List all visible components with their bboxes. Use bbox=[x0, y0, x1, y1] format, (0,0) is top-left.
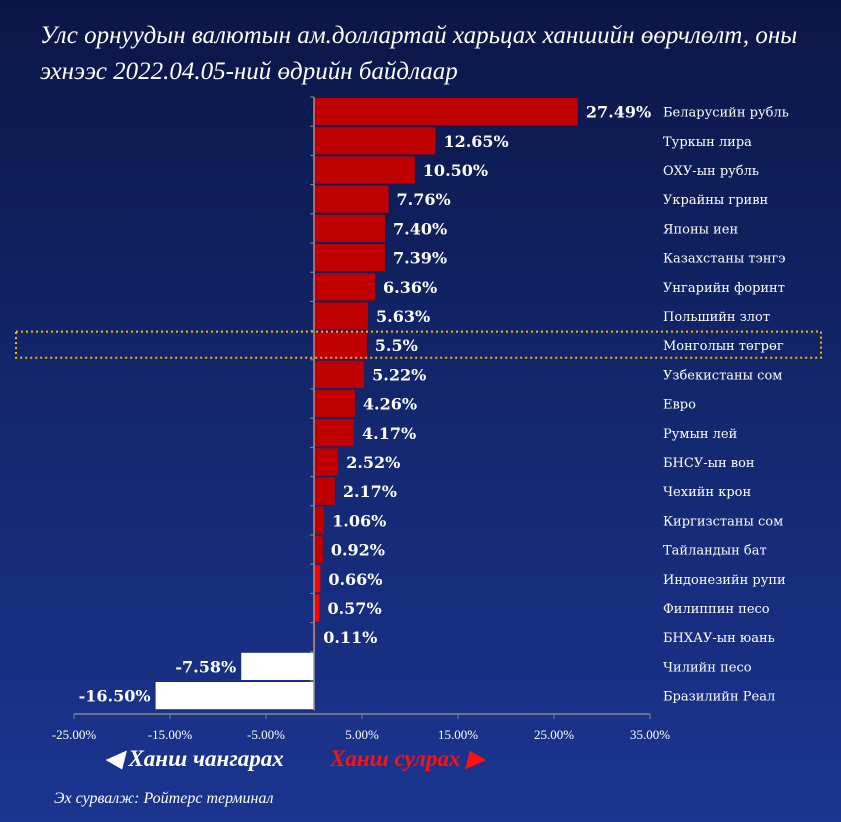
category-label: Узбекистаны сом bbox=[663, 368, 782, 383]
right-triangle-icon: ▶ bbox=[466, 746, 484, 771]
data-label: 7.40% bbox=[393, 219, 447, 238]
category-label: ОХУ-ын рубль bbox=[663, 164, 759, 179]
category-label: Украйны гривн bbox=[663, 193, 768, 208]
category-label: БНХАУ-ын юань bbox=[663, 631, 775, 646]
bar bbox=[314, 331, 367, 359]
legend-decrease-label: Ханш чангарах bbox=[128, 746, 284, 771]
legend-decrease: ◀ Ханш чангарах bbox=[105, 746, 284, 772]
x-tick-label: -5.00% bbox=[247, 727, 285, 742]
category-label: Японы иен bbox=[663, 222, 738, 237]
bar bbox=[314, 360, 365, 388]
category-label: Туркын лира bbox=[663, 135, 752, 150]
data-label: 0.92% bbox=[331, 541, 385, 560]
data-label: 1.06% bbox=[332, 511, 386, 530]
data-label: 2.17% bbox=[343, 482, 397, 501]
x-tick-label: 5.00% bbox=[345, 727, 379, 742]
source-note: Эх сурвалж: Ройтерс терминал bbox=[54, 790, 274, 807]
bar bbox=[314, 594, 320, 622]
bar bbox=[314, 98, 578, 126]
data-label: 0.66% bbox=[328, 570, 382, 589]
bar bbox=[314, 273, 376, 301]
bar bbox=[314, 127, 436, 155]
category-label: Казахстаны тэнгэ bbox=[663, 252, 786, 267]
bar bbox=[314, 390, 355, 418]
legend-increase-label: Ханш сулрах bbox=[330, 746, 461, 771]
category-label: Унгарийн форинт bbox=[663, 281, 785, 296]
bar bbox=[314, 477, 335, 505]
data-label: 4.26% bbox=[363, 395, 417, 414]
data-label: -7.58% bbox=[175, 657, 236, 676]
bar bbox=[314, 536, 323, 564]
data-label: 7.39% bbox=[393, 249, 447, 268]
bar bbox=[155, 682, 314, 710]
category-label: Филиппин песо bbox=[663, 602, 770, 617]
left-triangle-icon: ◀ bbox=[105, 746, 123, 771]
bar bbox=[314, 565, 321, 593]
data-label: 0.11% bbox=[323, 628, 377, 647]
category-label: БНСУ-ын вон bbox=[663, 456, 755, 471]
data-label: 7.76% bbox=[396, 190, 450, 209]
category-label: Беларусийн рубль bbox=[663, 106, 789, 121]
category-label: Тайландын бат bbox=[663, 544, 767, 559]
bar bbox=[314, 156, 415, 184]
category-label: Индонезийн рупи bbox=[663, 573, 786, 588]
data-label: 6.36% bbox=[383, 278, 437, 297]
bar bbox=[241, 652, 314, 680]
data-label: 27.49% bbox=[586, 103, 651, 122]
bar bbox=[314, 419, 355, 447]
x-tick-label: -15.00% bbox=[148, 727, 193, 742]
x-tick-label: -25.00% bbox=[52, 727, 97, 742]
data-label: 5.22% bbox=[372, 365, 426, 384]
category-label: Румын лей bbox=[663, 427, 737, 442]
bar bbox=[314, 506, 325, 534]
bar bbox=[314, 448, 339, 476]
data-label: 12.65% bbox=[443, 132, 508, 151]
x-tick-label: 35.00% bbox=[630, 727, 670, 742]
data-label: 5.5% bbox=[375, 336, 418, 355]
category-label: Евро bbox=[663, 398, 696, 413]
chart-title: Улс орнуудын валютын ам.доллартай харьца… bbox=[40, 22, 798, 85]
data-label: 0.57% bbox=[327, 599, 381, 618]
data-label: 4.17% bbox=[362, 424, 416, 443]
legend-increase: Ханш сулрах ▶ bbox=[330, 746, 484, 772]
category-label: Чилийн песо bbox=[663, 660, 752, 675]
category-label: Польшийн злот bbox=[663, 310, 770, 325]
category-label: Чехийн крон bbox=[663, 485, 751, 500]
bar bbox=[314, 244, 385, 272]
x-tick-label: 15.00% bbox=[438, 727, 478, 742]
data-label: 2.52% bbox=[346, 453, 400, 472]
data-label: 5.63% bbox=[376, 307, 430, 326]
category-label: Киргизстаны сом bbox=[663, 514, 783, 529]
x-tick-label: 25.00% bbox=[534, 727, 574, 742]
bar bbox=[314, 302, 369, 330]
bar bbox=[314, 214, 386, 242]
data-label: 10.50% bbox=[423, 161, 488, 180]
data-label: -16.50% bbox=[79, 687, 151, 706]
bar bbox=[314, 185, 389, 213]
category-label: Монголын төгрөг bbox=[663, 339, 784, 354]
category-label: Бразилийн Реал bbox=[663, 690, 775, 705]
